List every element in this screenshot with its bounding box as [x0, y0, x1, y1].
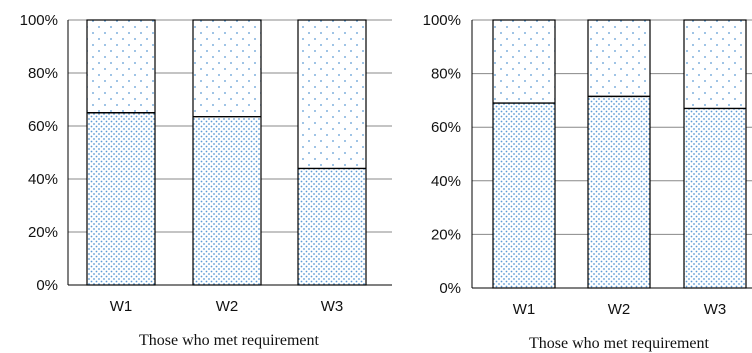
bar-outline-right	[492, 19, 556, 289]
chart-right: 0% 20% 40% 60% 80% 100% W1 W2 W3	[423, 12, 752, 318]
x-tick-label-right: W3	[704, 301, 727, 318]
y-tick-label-left: 100%	[20, 12, 58, 29]
y-tick-label-right: 40%	[431, 173, 461, 190]
bar-segment-left	[298, 20, 366, 169]
bar-segment-right	[493, 103, 555, 288]
bar-segment-right	[588, 96, 650, 288]
bar-outline-left	[86, 19, 156, 286]
y-tick-label-right: 80%	[431, 66, 461, 83]
x-axis-title-left: Those who met requirement	[139, 332, 320, 349]
x-tick-label-left: W1	[110, 298, 133, 315]
y-tick-label-left: 40%	[28, 171, 58, 188]
bar-outline-right	[683, 19, 747, 289]
bar-segment-right	[684, 108, 746, 288]
y-tick-label-left: 20%	[28, 224, 58, 241]
y-tick-label-left: 80%	[28, 65, 58, 82]
x-axis-title-right: Those who met requirement	[529, 335, 710, 352]
bar-outline-left	[297, 19, 367, 286]
bar-segment-right	[588, 20, 650, 97]
bar-outline-left	[192, 19, 262, 286]
y-tick-label-right: 60%	[431, 119, 461, 136]
x-tick-label-right: W2	[608, 301, 631, 318]
y-tick-label-left: 0%	[36, 277, 58, 294]
bar-segment-left	[193, 116, 261, 285]
bar-segment-left	[193, 20, 261, 117]
bar-segment-right	[684, 20, 746, 109]
x-tick-label-left: W2	[216, 298, 239, 315]
x-tick-label-right: W1	[513, 301, 536, 318]
y-tick-label-right: 100%	[423, 12, 461, 29]
y-tick-label-left: 60%	[28, 118, 58, 135]
y-tick-label-right: 0%	[439, 280, 461, 297]
bar-segment-left	[87, 112, 155, 285]
bar-segment-right	[493, 20, 555, 104]
bar-outline-right	[587, 19, 651, 289]
x-tick-label-left: W3	[321, 298, 344, 315]
bar-segment-left	[298, 168, 366, 285]
y-tick-label-right: 20%	[431, 226, 461, 243]
bar-segment-left	[87, 20, 155, 113]
chart-left: 0% 20% 40% 60% 80% 100% W1 W2 W3	[20, 12, 392, 315]
